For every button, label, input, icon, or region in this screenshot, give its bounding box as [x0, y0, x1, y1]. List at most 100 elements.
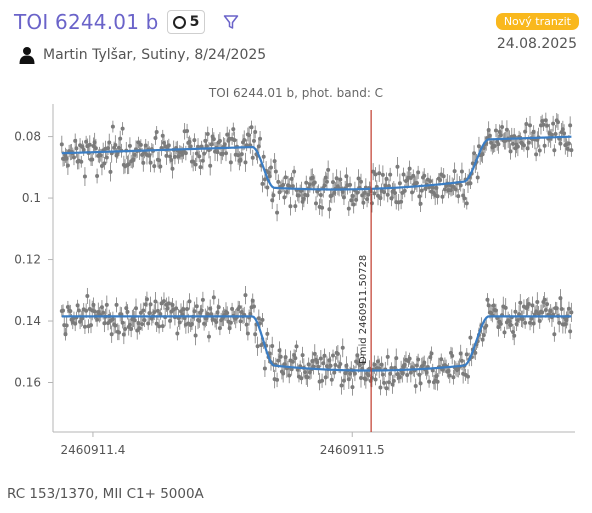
data-point — [175, 331, 180, 336]
observation-count-badge[interactable]: 5 — [166, 10, 206, 34]
data-point — [435, 379, 440, 384]
data-point — [348, 182, 353, 187]
new-transit-badge: Nový tranzit — [495, 13, 579, 30]
data-point — [93, 146, 98, 151]
data-point — [351, 202, 356, 207]
data-point — [322, 353, 327, 358]
data-point — [542, 297, 547, 302]
data-point — [299, 376, 304, 381]
data-point — [331, 353, 336, 358]
data-point — [395, 164, 400, 169]
data-point — [198, 165, 203, 170]
data-point — [566, 306, 571, 311]
data-point — [558, 296, 563, 301]
data-point — [158, 164, 163, 169]
data-point — [515, 144, 520, 149]
data-point — [276, 179, 281, 184]
data-point — [287, 373, 292, 378]
data-point — [413, 384, 418, 389]
data-point — [401, 172, 406, 177]
data-point — [81, 147, 86, 152]
filter-icon[interactable] — [223, 14, 239, 30]
data-point — [388, 172, 393, 177]
data-point — [475, 175, 480, 180]
data-point — [389, 366, 394, 371]
data-point — [120, 126, 125, 131]
data-point — [64, 323, 69, 328]
data-point — [253, 130, 258, 135]
data-point — [95, 174, 100, 179]
data-point — [251, 138, 256, 143]
data-point — [407, 166, 412, 171]
data-point — [82, 324, 87, 329]
data-point — [71, 155, 76, 160]
data-point — [245, 331, 250, 336]
data-point — [320, 205, 325, 210]
data-point — [61, 308, 66, 313]
data-point — [541, 122, 546, 127]
data-point — [492, 144, 497, 149]
data-point — [361, 200, 366, 205]
data-point — [74, 146, 79, 151]
series-2-points — [59, 286, 574, 396]
x-tick-label: 2460911.5 — [320, 443, 385, 457]
data-point — [422, 173, 427, 178]
data-point — [429, 351, 434, 356]
data-point — [361, 361, 366, 366]
data-point — [293, 204, 298, 209]
data-point — [193, 333, 198, 338]
data-point — [339, 383, 344, 388]
data-point — [513, 309, 518, 314]
title-row: TOI 6244.01 b 5 — [14, 10, 239, 34]
data-point — [439, 357, 444, 362]
data-point — [391, 378, 396, 383]
data-point — [380, 172, 385, 177]
data-point — [558, 141, 563, 146]
data-point — [187, 299, 192, 304]
data-point — [542, 143, 547, 148]
data-point — [148, 160, 153, 165]
data-point — [154, 129, 159, 134]
data-point — [208, 163, 213, 168]
data-point — [393, 190, 398, 195]
data-point — [268, 165, 273, 170]
data-point — [416, 357, 421, 362]
data-point — [503, 305, 508, 310]
data-point — [521, 143, 526, 148]
data-point — [271, 193, 276, 198]
data-point — [294, 344, 299, 349]
data-point — [98, 153, 103, 158]
data-point — [427, 379, 432, 384]
data-point — [211, 137, 216, 142]
data-point — [498, 321, 503, 326]
data-point — [338, 361, 343, 366]
data-point — [123, 326, 128, 331]
data-point — [493, 128, 498, 133]
data-point — [110, 124, 115, 129]
data-point — [281, 182, 286, 187]
data-point — [384, 386, 389, 391]
data-point — [188, 144, 193, 149]
data-point — [177, 320, 182, 325]
data-point — [147, 311, 152, 316]
data-point — [126, 162, 131, 167]
data-point — [132, 318, 137, 323]
data-point — [402, 188, 407, 193]
data-point — [237, 305, 242, 310]
data-point — [204, 144, 209, 149]
data-point — [191, 159, 196, 164]
object-title[interactable]: TOI 6244.01 b — [14, 10, 159, 34]
data-point — [160, 324, 165, 329]
data-point — [211, 295, 216, 300]
data-point — [157, 324, 162, 329]
data-point — [275, 377, 280, 382]
data-point — [397, 181, 402, 186]
data-point — [462, 196, 467, 201]
data-point — [200, 297, 205, 302]
data-point — [185, 307, 190, 312]
data-point — [440, 194, 445, 199]
data-point — [193, 162, 198, 167]
data-point — [552, 332, 557, 337]
data-point — [338, 177, 343, 182]
data-point — [253, 332, 258, 337]
